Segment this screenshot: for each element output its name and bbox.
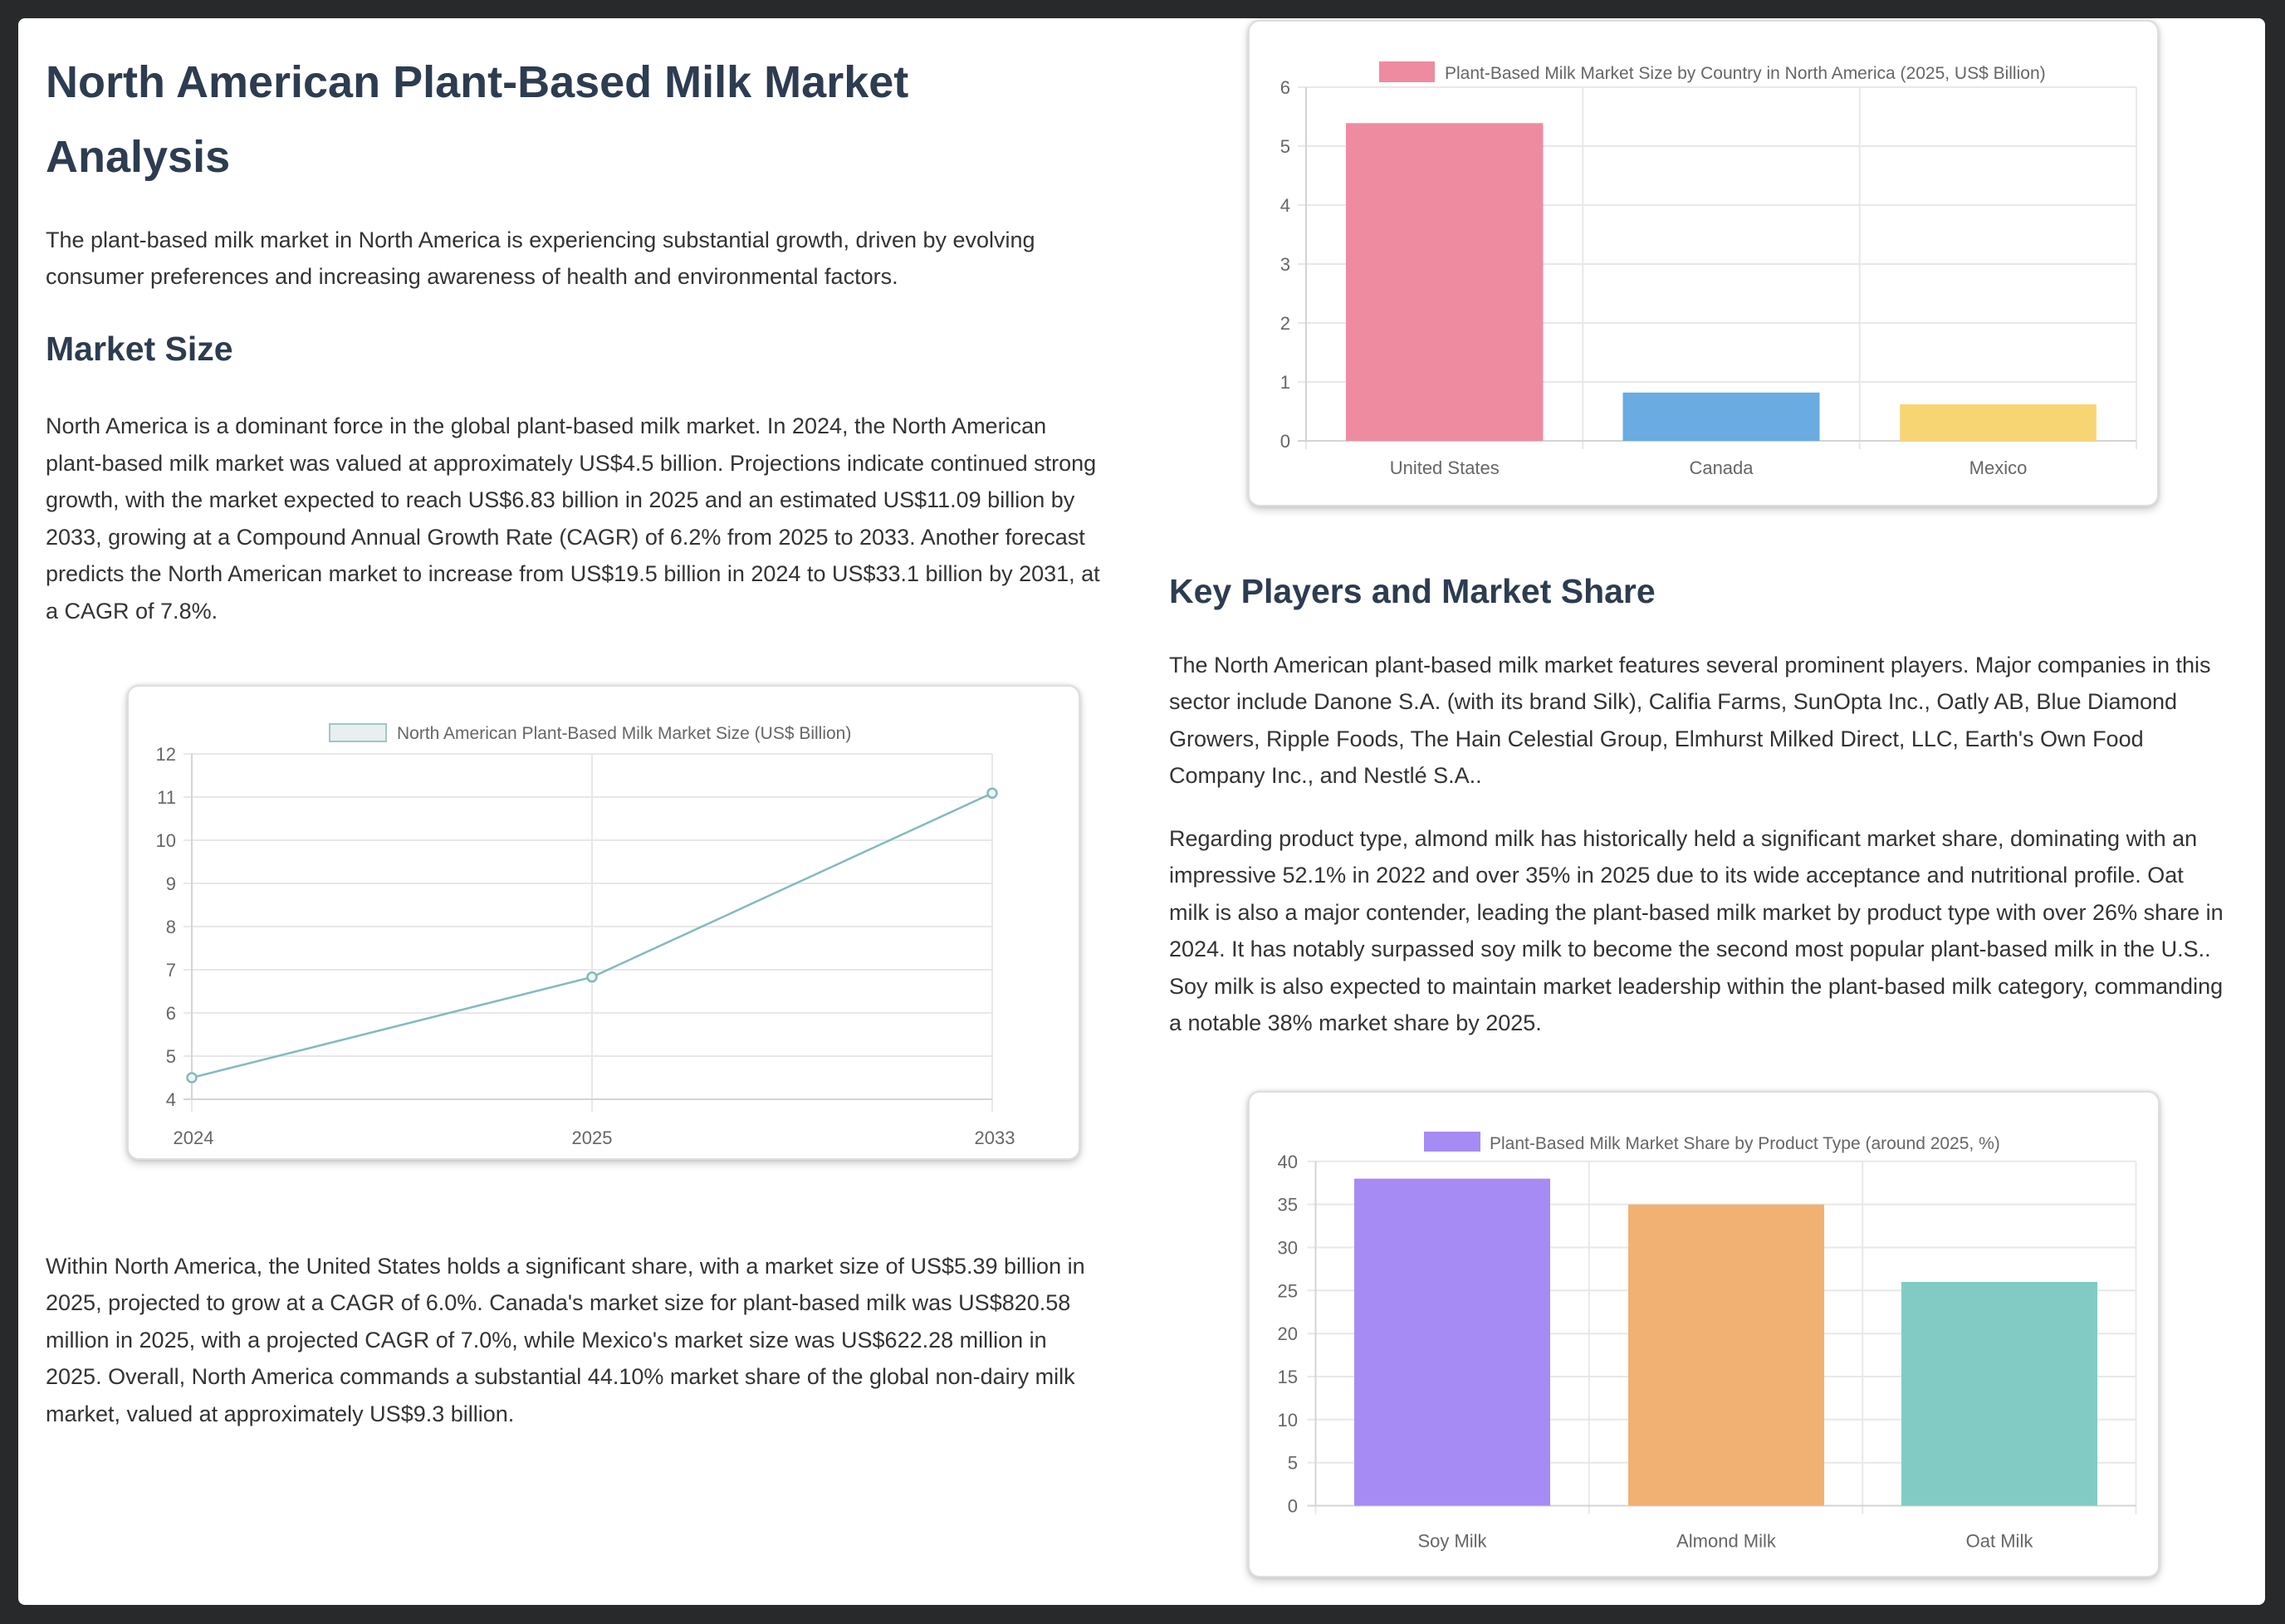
svg-text:Plant-Based Milk Market Share: Plant-Based Milk Market Share by Product… [1490,1134,2000,1153]
svg-text:5: 5 [1280,136,1290,157]
svg-text:6: 6 [166,1003,176,1024]
svg-text:Plant-Based Milk Market Size b: Plant-Based Milk Market Size by Country … [1445,64,2046,83]
svg-text:25: 25 [1278,1281,1298,1302]
svg-text:4: 4 [1280,195,1290,216]
svg-text:North American Plant-Based Mil: North American Plant-Based Milk Market S… [397,724,851,743]
svg-text:12: 12 [156,744,176,765]
svg-text:2033: 2033 [975,1128,1015,1148]
svg-text:8: 8 [166,917,176,937]
svg-text:5: 5 [1288,1453,1298,1474]
svg-text:Soy Milk: Soy Milk [1417,1531,1487,1552]
svg-text:1: 1 [1280,372,1290,393]
svg-text:United States: United States [1390,457,1500,478]
svg-text:35: 35 [1278,1195,1298,1216]
svg-text:0: 0 [1280,431,1290,452]
svg-text:Mexico: Mexico [1969,457,2028,478]
svg-text:Almond Milk: Almond Milk [1676,1531,1777,1552]
svg-text:20: 20 [1278,1324,1298,1345]
svg-text:15: 15 [1278,1367,1298,1387]
svg-text:Oat Milk: Oat Milk [1966,1531,2034,1552]
svg-text:7: 7 [166,960,176,981]
svg-text:0: 0 [1288,1496,1298,1517]
svg-text:2024: 2024 [174,1128,214,1148]
svg-text:6: 6 [1280,77,1290,98]
svg-text:5: 5 [166,1046,176,1067]
svg-text:10: 10 [156,830,176,851]
svg-text:9: 9 [166,873,176,894]
svg-text:2025: 2025 [572,1128,613,1148]
svg-text:3: 3 [1280,254,1290,275]
svg-text:Canada: Canada [1689,457,1754,478]
svg-text:30: 30 [1278,1238,1298,1259]
svg-text:11: 11 [157,787,176,808]
svg-text:2: 2 [1280,313,1290,334]
svg-text:40: 40 [1278,1152,1298,1172]
svg-text:10: 10 [1278,1410,1298,1431]
svg-text:4: 4 [166,1089,176,1110]
